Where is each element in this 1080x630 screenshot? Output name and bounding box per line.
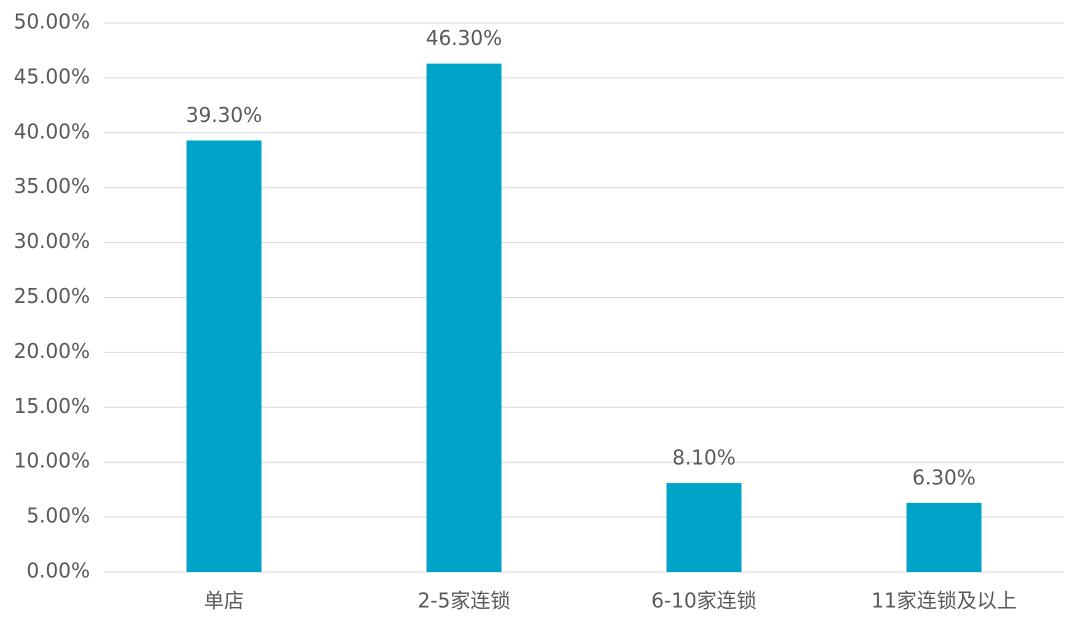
y-tick-label: 0.00% (26, 559, 90, 583)
value-label: 8.10% (672, 446, 736, 470)
y-tick-label: 40.00% (14, 119, 90, 143)
value-label: 46.30% (426, 26, 502, 50)
y-tick-label: 10.00% (14, 449, 90, 473)
value-label: 6.30% (912, 465, 976, 489)
y-tick-label: 20.00% (14, 339, 90, 363)
y-tick-label: 5.00% (26, 504, 90, 528)
y-tick-label: 15.00% (14, 394, 90, 418)
bar (186, 140, 262, 572)
x-tick-label: 6-10家连锁 (651, 589, 756, 613)
x-tick-label: 单店 (204, 589, 244, 613)
y-tick-label: 25.00% (14, 284, 90, 308)
y-tick-label: 50.00% (14, 10, 90, 34)
y-tick-label: 45.00% (14, 64, 90, 88)
bar (666, 483, 742, 572)
value-label: 39.30% (186, 103, 262, 127)
bar (906, 502, 982, 572)
x-tick-label: 2-5家连锁 (418, 589, 511, 613)
y-tick-label: 30.00% (14, 229, 90, 253)
bar (426, 63, 502, 572)
y-tick-label: 35.00% (14, 174, 90, 198)
x-tick-label: 11家连锁及以上 (871, 589, 1016, 613)
